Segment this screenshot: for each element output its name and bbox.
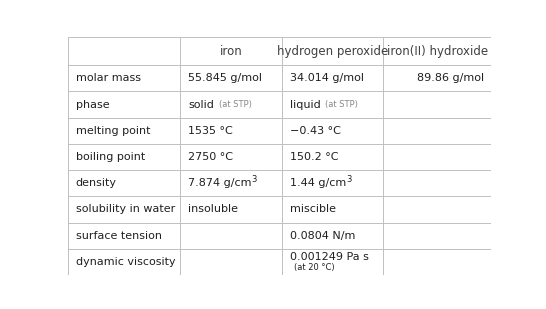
Text: iron: iron [220,44,242,57]
Text: 1.44 g/cm: 1.44 g/cm [289,178,346,188]
Text: hydrogen peroxide: hydrogen peroxide [277,44,388,57]
Text: 0.001249 Pa s: 0.001249 Pa s [289,252,369,262]
Text: miscible: miscible [289,205,336,214]
Text: (at 20 °C): (at 20 °C) [294,263,334,272]
Text: phase: phase [76,99,110,109]
Text: 89.86 g/mol: 89.86 g/mol [417,73,484,83]
Text: 1535 °C: 1535 °C [188,126,233,136]
Text: 2750 °C: 2750 °C [188,152,233,162]
Text: molar mass: molar mass [76,73,141,83]
Text: 55.845 g/mol: 55.845 g/mol [188,73,262,83]
Text: (at STP): (at STP) [325,100,358,109]
Text: solubility in water: solubility in water [76,205,175,214]
Text: −0.43 °C: −0.43 °C [289,126,341,136]
Text: solid: solid [188,99,214,109]
Text: 3: 3 [252,175,257,184]
Text: 7.874 g/cm: 7.874 g/cm [188,178,252,188]
Text: surface tension: surface tension [76,231,162,241]
Text: density: density [76,178,117,188]
Text: dynamic viscosity: dynamic viscosity [76,257,175,267]
Text: insoluble: insoluble [188,205,238,214]
Text: boiling point: boiling point [76,152,145,162]
Text: 34.014 g/mol: 34.014 g/mol [289,73,364,83]
Text: 3: 3 [346,175,351,184]
Text: (at STP): (at STP) [219,100,252,109]
Text: 0.0804 N/m: 0.0804 N/m [289,231,355,241]
Text: melting point: melting point [76,126,150,136]
Text: 150.2 °C: 150.2 °C [289,152,338,162]
Text: liquid: liquid [289,99,321,109]
Text: iron(II) hydroxide: iron(II) hydroxide [387,44,488,57]
